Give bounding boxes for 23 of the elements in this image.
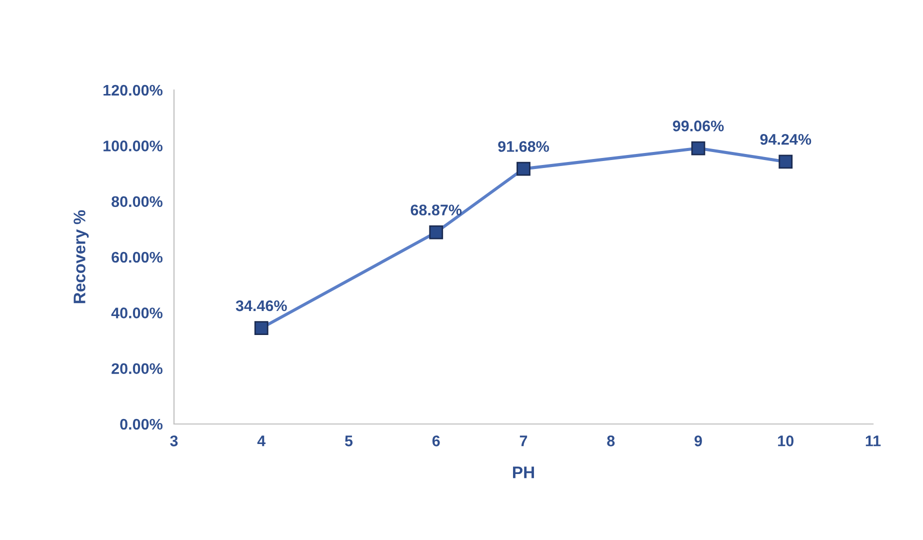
y-tick-label: 120.00% (104, 84, 162, 96)
x-tick-label: 6 (432, 436, 440, 446)
x-tick-label: 9 (694, 436, 702, 446)
x-tick-label: 7 (520, 436, 528, 446)
x-tick-label: 11 (866, 436, 881, 446)
x-tick-label: 4 (257, 436, 266, 446)
y-tick-label: 40.00% (111, 308, 162, 318)
x-tick-label: 8 (607, 436, 615, 446)
y-tick-label: 0.00% (120, 418, 162, 430)
x-tick-label: 5 (344, 436, 353, 446)
y-tick-label: 80.00% (112, 196, 162, 208)
x-axis-title: PH (513, 466, 534, 478)
data-label: 68.87% (410, 204, 462, 216)
x-tick-label: 10 (778, 436, 794, 446)
data-label: 94.24% (760, 134, 812, 145)
data-label: 34.46% (236, 300, 287, 312)
y-tick-label: 100.00% (104, 140, 162, 152)
data-label: 91.68% (498, 141, 550, 152)
y-axis-title: Recovery % (74, 210, 89, 304)
y-tick-label: 60.00% (112, 252, 162, 263)
x-tick-label: 3 (170, 436, 178, 446)
data-label: 99.06% (672, 120, 724, 132)
y-tick-label: 20.00% (112, 363, 162, 374)
